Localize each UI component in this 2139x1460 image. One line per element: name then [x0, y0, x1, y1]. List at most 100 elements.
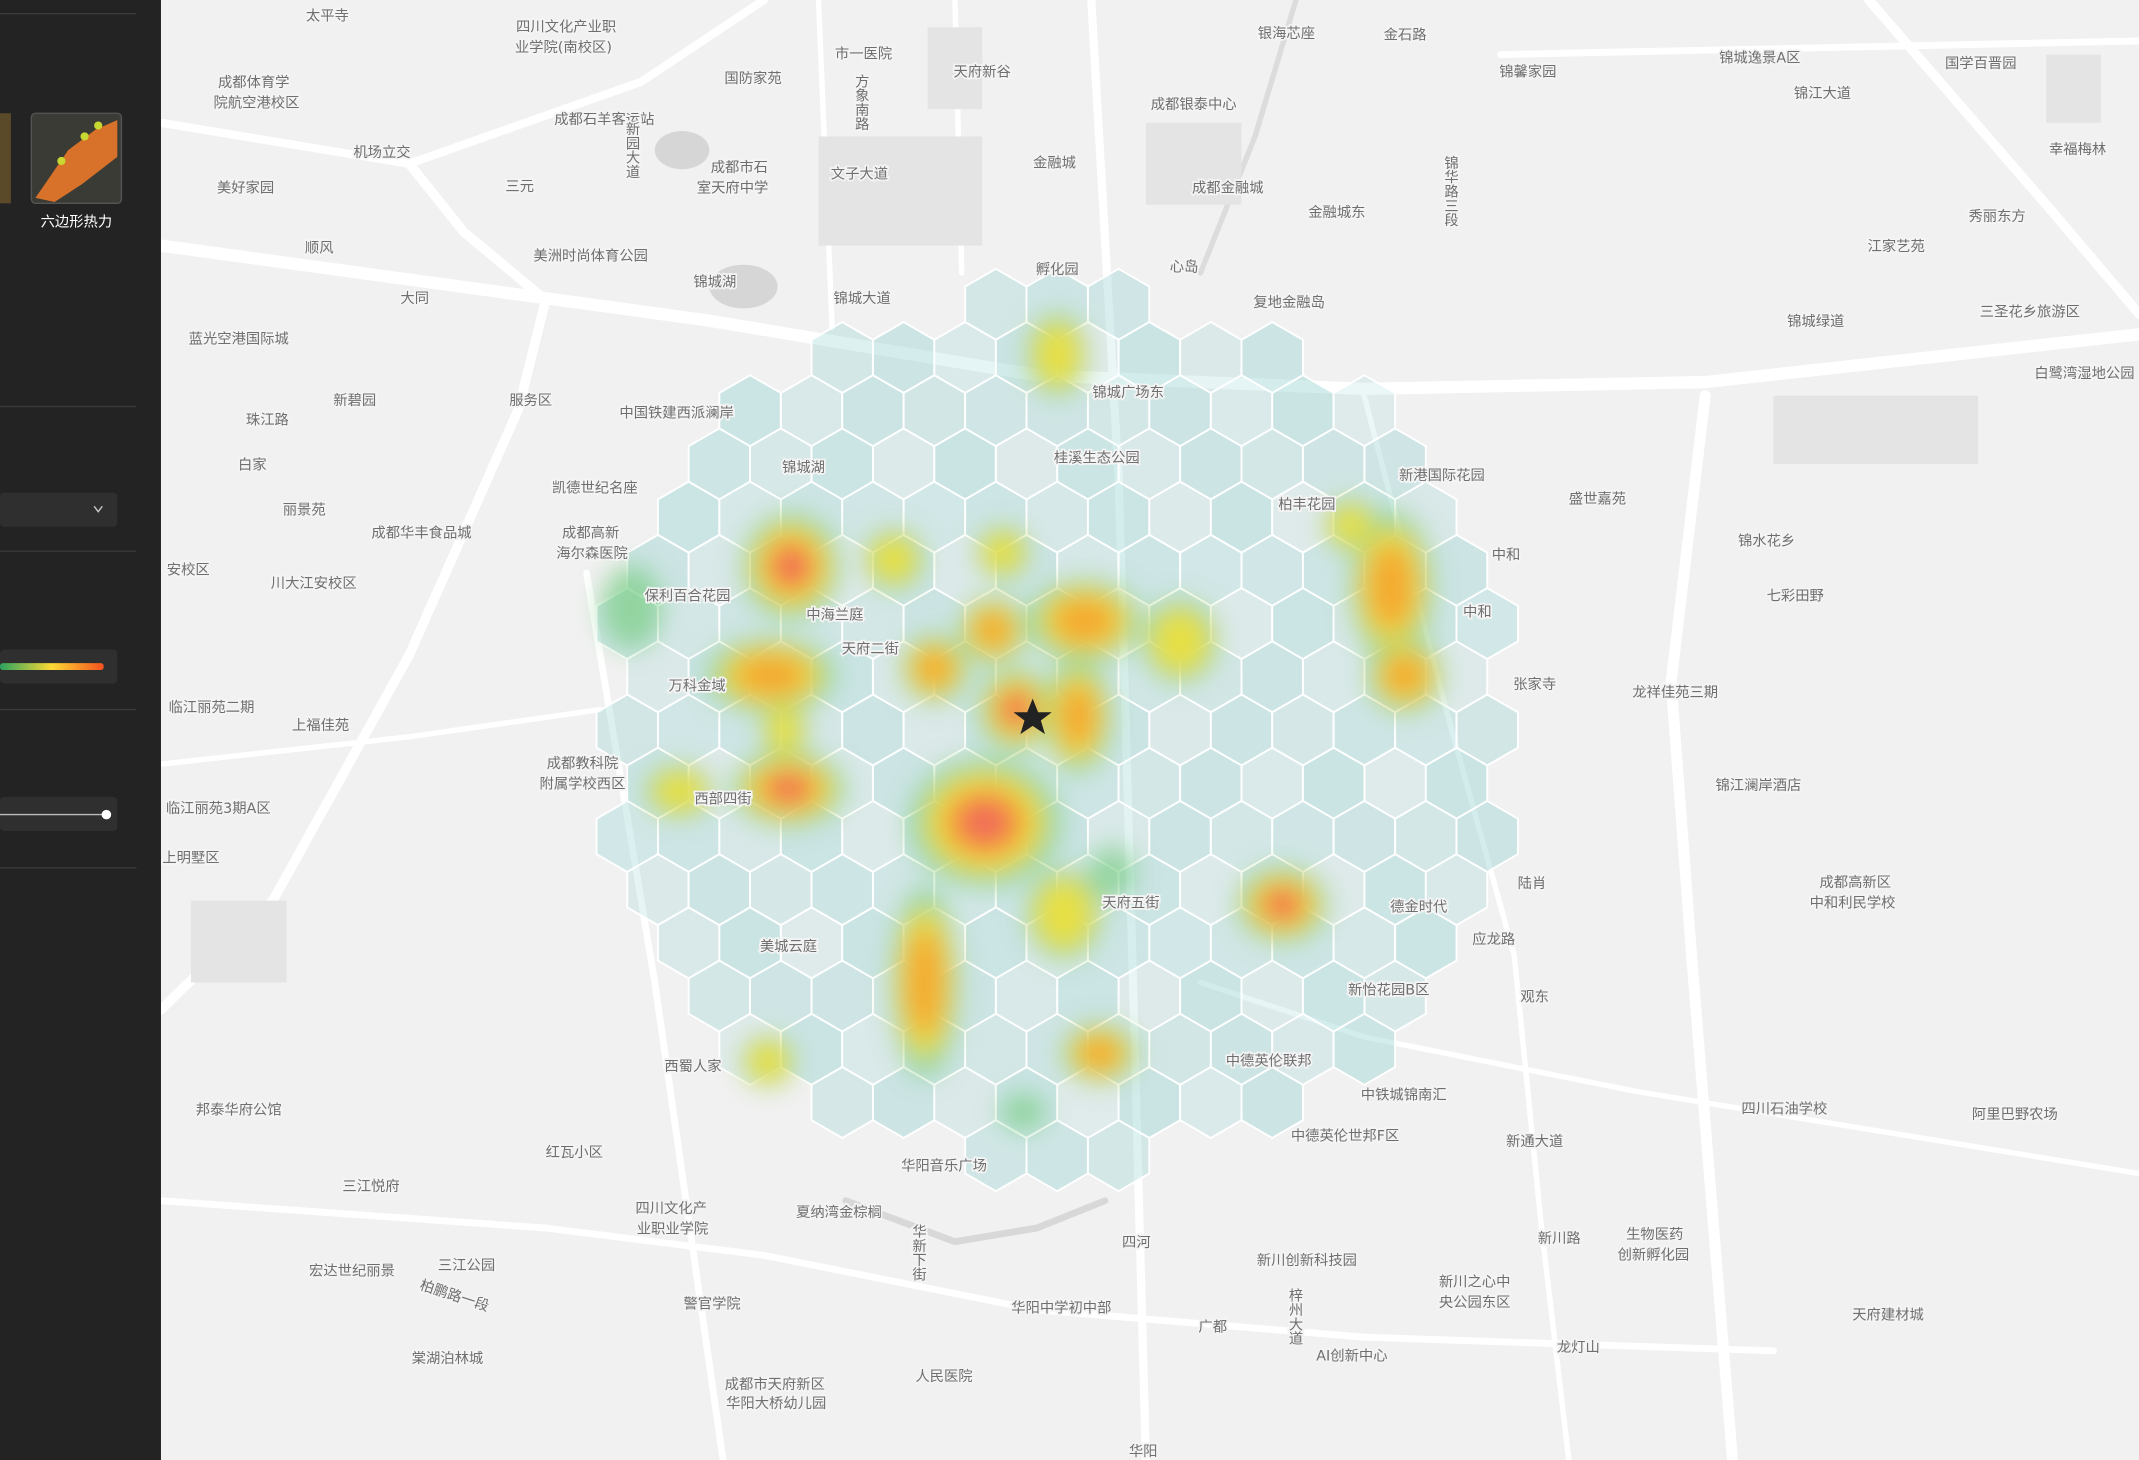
map-label: 梓州大道	[1287, 1288, 1303, 1346]
slider-handle[interactable]	[101, 809, 112, 820]
map-label: 棠湖泊林城	[412, 1350, 484, 1367]
map-label: 龙灯山	[1557, 1339, 1600, 1356]
map-label: 中和	[1463, 604, 1492, 621]
map-label: 秀丽东方	[1969, 208, 2026, 225]
map-label: 方象南路	[853, 73, 869, 131]
map-label: 蓝光空港国际城	[189, 331, 289, 348]
map-label: 复地金融岛	[1253, 293, 1325, 311]
map-label: 业学院(南校区)	[515, 39, 612, 56]
map-label: 成都华丰食品城	[371, 525, 471, 542]
map-label: 成都石羊客运站	[554, 111, 654, 128]
map-label: 西蜀人家	[664, 1058, 721, 1075]
map-label: 锦城逸景A区	[1719, 50, 1800, 67]
hex-cell	[1332, 1012, 1397, 1086]
heat-blob	[914, 648, 955, 689]
layer-name: 六边形热力	[41, 213, 113, 230]
sidebar-panel	[0, 0, 161, 1460]
map-label: 附属学校西区	[540, 776, 626, 793]
map-label: 新园大道	[624, 121, 640, 179]
map-label: 德金时代	[1390, 898, 1447, 915]
map-label: 天府建材城	[1852, 1306, 1924, 1323]
map-label: 七彩田野	[1767, 587, 1824, 604]
map-label: 中和利民学校	[1810, 894, 1896, 911]
map-label: 国防家苑	[724, 70, 781, 87]
map-label: 金融城	[1033, 155, 1076, 172]
map-label: 四川文化产	[635, 1200, 707, 1217]
map-label: 三圣花乡旅游区	[1980, 303, 2080, 320]
map-label: 应龙路	[1472, 930, 1515, 948]
map-label: 白家	[238, 456, 267, 473]
heat-blob	[973, 610, 1013, 651]
thumbnail[interactable]	[0, 113, 11, 204]
map-label: 锦城湖	[693, 273, 736, 290]
map-label: 新川路	[1538, 1230, 1581, 1247]
map-label: 成都高新	[562, 525, 619, 542]
heat-blob	[1000, 1092, 1047, 1132]
map-label: 四川石油学校	[1741, 1100, 1827, 1117]
map-label: 中海兰庭	[806, 606, 863, 623]
marker	[1013, 698, 1052, 735]
map-label: 华新下街	[910, 1224, 926, 1282]
heat-blob	[957, 799, 1013, 846]
map-label: 锦华路三段	[1442, 155, 1458, 227]
map-label: 生物医药	[1626, 1226, 1683, 1243]
map-label: 邦泰华府公馆	[196, 1102, 282, 1119]
map-label: 珠江路	[246, 411, 289, 428]
map-label: 天府新谷	[954, 63, 1011, 80]
map-label: 室天府中学	[697, 179, 769, 196]
map-label: 太平寺	[306, 7, 349, 24]
heat-blob	[1034, 878, 1095, 951]
map-label: 中和	[1492, 546, 1521, 563]
map-label: 成都银泰中心	[1151, 96, 1237, 113]
map-label: 业职业学院	[637, 1220, 709, 1237]
map-label: 天府二街	[842, 640, 899, 657]
map-label: 锦水花乡	[1738, 533, 1795, 550]
map-label: 中德英伦联邦	[1226, 1052, 1312, 1070]
map-label: 锦江大道	[1794, 85, 1851, 102]
map-label: 夏纳湾金棕榈	[796, 1204, 882, 1221]
map-label: 丽景苑	[283, 501, 326, 518]
heat-blob	[905, 927, 945, 1038]
map-label: 人民医院	[915, 1368, 972, 1385]
map-label: 中铁城锦南汇	[1361, 1087, 1447, 1104]
map-label: 中国铁建西派澜岸	[619, 404, 733, 421]
map-label: 阿里巴野农场	[1972, 1106, 2058, 1123]
heat-blob	[1077, 1035, 1122, 1071]
heat-blob	[1149, 608, 1211, 675]
map-label: 华阳音乐广场	[901, 1158, 987, 1175]
map-label: 锦城大道	[834, 290, 891, 307]
map-label: 保利百合花园	[645, 587, 731, 604]
map-label: 柏丰花园	[1278, 496, 1335, 513]
map-label: 红瓦小区	[546, 1144, 603, 1161]
map-label: 成都金融城	[1192, 179, 1264, 196]
heat-blob	[601, 565, 663, 650]
map-label: 顺风	[305, 239, 334, 256]
map-label: 西部四街	[694, 791, 751, 808]
heat-blob	[869, 535, 918, 584]
heat-blob	[1058, 683, 1098, 750]
hex-cell	[1240, 1065, 1304, 1140]
map-label: 孵化园	[1036, 261, 1079, 278]
map-label: 上明墅区	[162, 849, 219, 866]
map-label: 龙祥佳苑三期	[1632, 684, 1718, 701]
map-label: 临江丽苑3期A区	[166, 800, 271, 817]
dropdown[interactable]	[0, 492, 118, 527]
map-label: 陆肖	[1518, 875, 1547, 892]
map-label: 临江丽苑二期	[169, 699, 255, 716]
map-label: 江家艺苑	[1868, 238, 1925, 255]
map-label: 院航空港校区	[214, 95, 300, 112]
map-label: 警官学院	[683, 1295, 740, 1312]
map-label: 美洲时尚体育公园	[533, 248, 647, 265]
map-label: 新川创新科技园	[1257, 1252, 1357, 1269]
map-label: 新碧园	[333, 392, 376, 409]
map-label: 桂溪生态公园	[1054, 449, 1140, 466]
map-label: 万科金域	[668, 677, 725, 694]
map-label: 文子大道	[831, 166, 888, 183]
map-label: 凯德世纪名座	[552, 479, 638, 496]
map-label: 宏达世纪丽景	[309, 1263, 395, 1280]
map-label: 新川之心中	[1439, 1274, 1511, 1291]
heat-blob	[981, 531, 1024, 574]
map-label: 四河	[1122, 1234, 1151, 1251]
heat-blob	[768, 775, 809, 803]
